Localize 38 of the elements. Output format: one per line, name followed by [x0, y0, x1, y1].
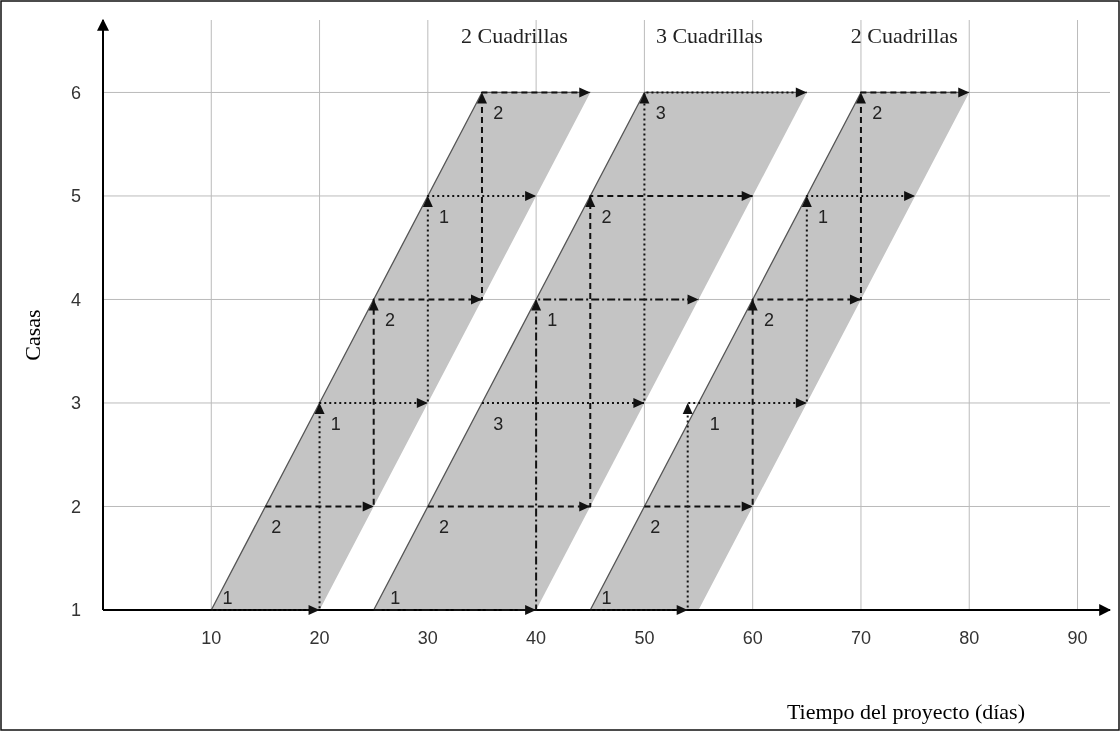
- annotation: 1: [390, 587, 401, 608]
- annotation: 1: [439, 206, 450, 227]
- y-tick-label: 1: [70, 600, 81, 621]
- annotation: 1: [547, 310, 558, 331]
- x-tick-label: 40: [526, 628, 547, 648]
- annotation: 1: [330, 413, 341, 434]
- annotation: 1: [601, 587, 612, 608]
- annotation: 2: [763, 310, 774, 331]
- annotation: 1: [818, 206, 829, 227]
- x-tick-label: 50: [634, 628, 655, 648]
- annotation: 1: [709, 413, 720, 434]
- x-tick-label: 20: [309, 628, 330, 648]
- annotation: 2 Cuadrillas: [460, 23, 568, 49]
- annotation: 2: [384, 310, 395, 331]
- x-axis-title: Tiempo del proyecto (días): [786, 699, 1025, 724]
- y-axis-title: Casas: [20, 309, 45, 361]
- x-tick-label: 30: [417, 628, 438, 648]
- annotation: 2: [872, 103, 883, 124]
- annotation: 2: [493, 103, 504, 124]
- x-tick-label: 70: [850, 628, 871, 648]
- x-tick-label: 80: [959, 628, 980, 648]
- y-tick-label: 6: [70, 82, 81, 103]
- annotation: 3: [655, 103, 666, 124]
- annotation: 2 Cuadrillas: [850, 23, 958, 49]
- annotation: 2: [650, 517, 661, 538]
- annotation: 3: [493, 413, 504, 434]
- x-tick-label: 60: [742, 628, 763, 648]
- y-tick-label: 2: [70, 496, 81, 517]
- annotation: 1: [222, 587, 233, 608]
- annotation: 3 Cuadrillas: [655, 23, 763, 49]
- annotation: 2: [601, 206, 612, 227]
- y-tick-label: 5: [70, 186, 81, 207]
- x-tick-label: 90: [1067, 628, 1088, 648]
- x-tick-label: 10: [201, 628, 222, 648]
- y-tick-label: 4: [70, 289, 81, 310]
- annotation: 2: [439, 517, 450, 538]
- annotation: 2: [271, 517, 282, 538]
- y-tick-label: 3: [70, 393, 81, 414]
